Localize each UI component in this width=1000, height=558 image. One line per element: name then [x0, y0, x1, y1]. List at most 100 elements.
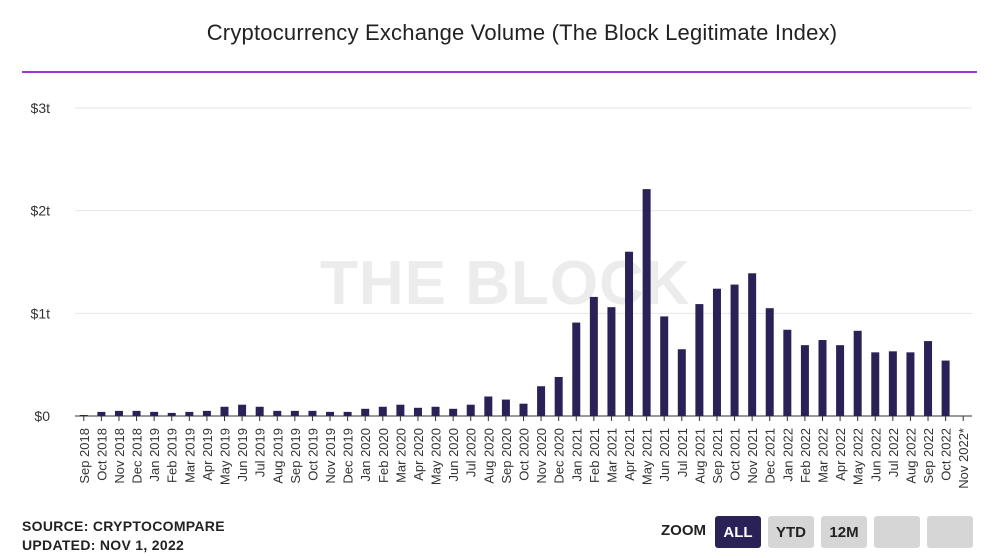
zoom-extra-button-2[interactable]	[927, 516, 973, 548]
bar[interactable]	[413, 407, 422, 416]
bar[interactable]	[290, 410, 299, 416]
x-tick-label: Jun 2021	[657, 428, 672, 482]
x-tick-label: Apr 2022	[833, 428, 848, 481]
zoom-all-button[interactable]: ALL	[715, 516, 761, 548]
bar[interactable]	[906, 352, 915, 416]
y-tick-label: $3t	[31, 100, 51, 116]
x-tick-label: Sep 2022	[921, 428, 936, 484]
x-tick-label: May 2022	[851, 428, 866, 485]
bar[interactable]	[308, 410, 317, 416]
bar[interactable]	[220, 406, 229, 416]
bar-chart: $0$1t$2t$3t Sep 2018 Oct 2018 Nov 2018 Dec …	[31, 100, 972, 489]
x-tick-label: Jul 2022	[886, 428, 901, 477]
bar[interactable]	[888, 351, 897, 416]
bar[interactable]	[537, 386, 546, 416]
x-tick-label: Apr 2021	[622, 428, 637, 481]
bar[interactable]	[378, 406, 387, 416]
bar[interactable]	[625, 251, 634, 416]
x-tick-label: Nov 2020	[534, 428, 549, 484]
bar[interactable]	[765, 308, 774, 416]
bar[interactable]	[695, 304, 704, 416]
x-tick-label: Apr 2019	[200, 428, 215, 481]
bar[interactable]	[871, 352, 880, 416]
x-tick-label: Jun 2022	[868, 428, 883, 482]
bar[interactable]	[484, 396, 493, 416]
bar[interactable]	[466, 404, 475, 416]
bar[interactable]	[361, 408, 370, 416]
x-tick-label: Nov 2019	[323, 428, 338, 484]
bar[interactable]	[255, 406, 264, 416]
title-divider	[22, 71, 977, 73]
zoom-ytd-button[interactable]: YTD	[768, 516, 814, 548]
bar[interactable]	[853, 330, 862, 416]
x-tick-label: Dec 2019	[341, 428, 356, 484]
x-tick-label: May 2019	[218, 428, 233, 485]
bar[interactable]	[660, 316, 669, 416]
x-tick-label: Jan 2019	[147, 428, 162, 482]
bar[interactable]	[589, 296, 598, 416]
x-tick-label: Feb 2019	[165, 428, 180, 483]
bar[interactable]	[748, 273, 757, 416]
bar[interactable]	[431, 406, 440, 416]
bar[interactable]	[150, 411, 159, 416]
x-tick-label: Dec 2020	[552, 428, 567, 484]
bar[interactable]	[202, 410, 211, 416]
bar[interactable]	[554, 376, 563, 416]
bar[interactable]	[79, 415, 88, 416]
bar[interactable]	[836, 345, 845, 416]
bar[interactable]	[501, 399, 510, 416]
x-tick-label: Oct 2019	[305, 428, 320, 481]
bar[interactable]	[783, 329, 792, 416]
bar[interactable]	[677, 349, 686, 416]
y-axis-ticks: $0 $1t $2t $3t	[31, 100, 51, 424]
y-tick-label: $1t	[31, 305, 51, 321]
x-axis-ticks: Sep 2018 Oct 2018 Nov 2018 Dec 2018 Jan 2019…	[77, 416, 971, 489]
zoom-12m-button[interactable]: 12M	[821, 516, 867, 548]
x-tick-label: May 2021	[640, 428, 655, 485]
x-tick-label: Jul 2020	[464, 428, 479, 477]
bar[interactable]	[519, 403, 528, 416]
bar[interactable]	[114, 410, 123, 416]
bar[interactable]	[449, 408, 458, 416]
bar[interactable]	[326, 411, 335, 416]
bar[interactable]	[941, 360, 950, 416]
bar[interactable]	[572, 322, 581, 416]
x-tick-label: Mar 2019	[182, 428, 197, 483]
x-tick-label: Oct 2022	[939, 428, 954, 481]
x-tick-label: Nov 2018	[112, 428, 127, 484]
x-tick-label: Apr 2020	[411, 428, 426, 481]
x-tick-label: Jan 2022	[780, 428, 795, 482]
bar[interactable]	[238, 404, 247, 416]
bar[interactable]	[167, 412, 176, 416]
x-tick-label: Aug 2019	[270, 428, 285, 484]
x-tick-label: Mar 2022	[816, 428, 831, 483]
x-tick-label: Nov 2021	[745, 428, 760, 484]
bar[interactable]	[343, 411, 352, 416]
x-tick-label: Jun 2020	[446, 428, 461, 482]
bar[interactable]	[642, 189, 651, 416]
zoom-extra-button-1[interactable]	[874, 516, 920, 548]
x-tick-label: Jan 2021	[569, 428, 584, 482]
zoom-label: ZOOM	[661, 522, 706, 539]
x-tick-label: Feb 2020	[376, 428, 391, 483]
bar[interactable]	[712, 288, 721, 416]
x-tick-label: Mar 2020	[393, 428, 408, 483]
bar[interactable]	[185, 411, 194, 416]
bars	[79, 189, 950, 416]
bar[interactable]	[132, 410, 141, 416]
y-tick-label: $2t	[31, 203, 51, 219]
bar[interactable]	[924, 341, 933, 416]
bar[interactable]	[396, 404, 405, 416]
x-tick-label: Jan 2020	[358, 428, 373, 482]
bar[interactable]	[800, 345, 809, 416]
x-tick-label: May 2020	[429, 428, 444, 485]
bar[interactable]	[607, 307, 616, 416]
bar[interactable]	[730, 284, 739, 416]
bar[interactable]	[818, 340, 827, 416]
bar[interactable]	[97, 411, 106, 416]
x-tick-label: Oct 2021	[728, 428, 743, 481]
x-tick-label: Aug 2022	[903, 428, 918, 484]
x-tick-label: Sep 2018	[77, 428, 92, 484]
source-note: SOURCE: CRYPTOCOMPARE	[22, 518, 225, 534]
bar[interactable]	[273, 410, 282, 416]
